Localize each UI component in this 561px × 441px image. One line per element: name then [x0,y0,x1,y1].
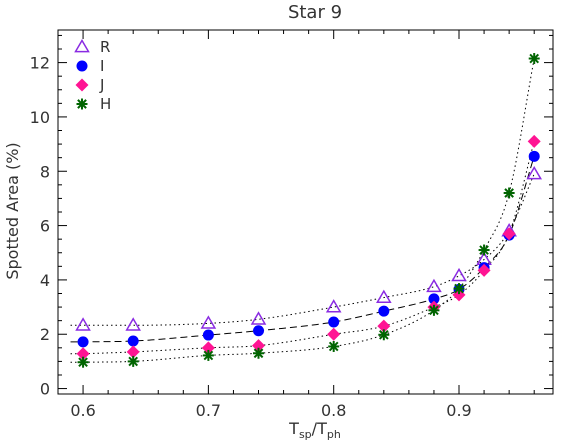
data-point-i [328,316,340,328]
x-tick-label: 0.8 [321,401,346,420]
x-axis-title: Tsp/Tph [288,419,341,441]
fit-curve-j [70,141,535,355]
data-point-h [503,187,515,199]
data-point-h [478,244,490,256]
data-point-i [528,150,540,162]
data-point-j [527,134,541,148]
data-point-j [126,345,140,359]
data-point-h [528,53,540,65]
x-axis-title-base2: T [316,419,327,438]
x-axis-title-base: T [288,419,299,438]
data-point-h [428,304,440,316]
data-point-r [75,317,91,331]
data-point-j [76,347,90,361]
data-point-h [253,347,265,359]
data-point-r [325,299,342,313]
legend-marker-h [76,98,88,110]
data-point-r [526,165,543,180]
x-axis-title-sub2: ph [327,428,341,441]
x-tick-label: 0.6 [70,401,95,420]
data-point-i [202,329,214,341]
fit-curve-r [70,173,535,326]
data-point-r [250,311,267,325]
legend-label-r: R [100,38,110,56]
legend-marker-j [75,78,89,92]
x-tick-label: 0.7 [196,401,221,420]
x-axis-title-sep: / [312,419,318,438]
data-point-r [451,267,467,282]
data-point-i [127,335,139,347]
legend-marker-i [76,60,88,72]
y-tick-label: 2 [40,325,50,344]
fit-curve-i [70,156,535,343]
data-point-h [328,340,340,352]
data-point-h [378,329,390,341]
chart-title: Star 9 [288,2,342,23]
legend-label-i: I [100,57,104,75]
data-point-j [477,263,491,277]
data-point-h [453,283,465,295]
data-point-i [378,305,390,317]
data-point-i [428,293,440,305]
data-point-i [77,336,89,348]
data-point-j [327,327,341,341]
axis-ticks: 0.6 0.7 0.8 0.9 0 2 4 6 8 10 12 [30,30,553,420]
y-tick-label: 0 [40,380,50,399]
legend-label-h: H [100,95,111,113]
data-point-r [376,289,392,303]
data-point-i [253,325,265,337]
x-tick-label: 0.9 [446,401,471,420]
legend-marker-r [74,39,90,53]
data-point-h [127,355,139,367]
fit-curves [70,58,535,363]
y-tick-label: 12 [30,54,50,73]
data-point-r [200,315,217,329]
y-tick-label: 4 [40,271,50,290]
data-points [75,53,543,368]
y-tick-label: 10 [30,108,50,127]
data-point-r [125,317,141,331]
data-point-h [202,349,214,361]
fit-curve-h [70,58,535,363]
data-point-h [77,356,89,368]
y-axis-title: Spotted Area (%) [3,142,22,279]
legend-label-j: J [99,76,104,94]
data-point-j [377,319,391,333]
data-point-j [502,227,516,241]
y-tick-label: 6 [40,217,50,236]
x-axis-title-sub1: sp [299,428,312,441]
y-tick-label: 8 [40,162,50,181]
data-point-r [426,278,442,293]
